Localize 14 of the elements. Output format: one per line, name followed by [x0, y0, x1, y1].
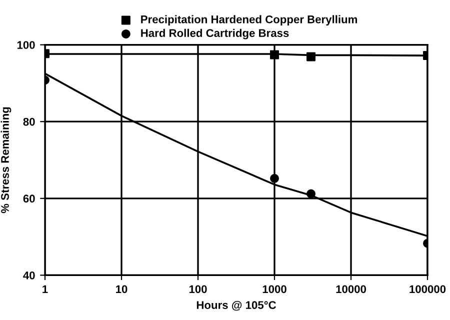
x-tick-label: 1	[42, 285, 48, 293]
legend-label: Hard Rolled Cartridge Brass	[141, 28, 289, 40]
x-tick-label: 1000	[262, 285, 286, 294]
y-tick-label: 60	[23, 194, 35, 203]
y-axis-title: % Stress Remaining	[0, 107, 12, 214]
x-tick-label: 10	[116, 285, 128, 294]
legend-label: Precipitation Hardened Copper Beryllium	[141, 15, 358, 26]
y-tick-label: 80	[23, 118, 35, 126]
x-tick-label: 100	[189, 285, 207, 294]
y-tick-label: 100	[17, 41, 35, 49]
x-tick-label: 100000	[410, 285, 446, 294]
x-tick-label: 10000	[336, 285, 366, 294]
x-axis-title: Hours @ 105°C	[196, 301, 276, 311]
y-tick-label: 40	[23, 271, 35, 280]
